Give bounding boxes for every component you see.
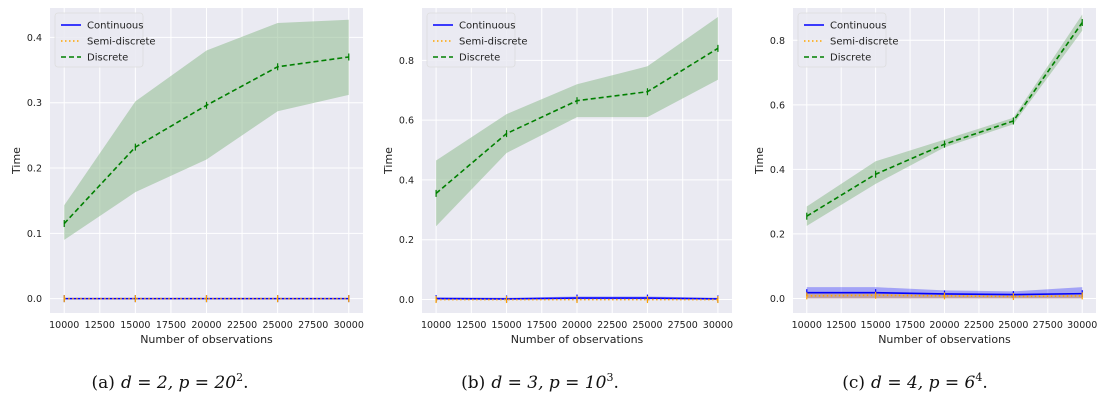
chart-panel-1: 10000 12500 15000 17500 20000 22500 25000 27500… [10,8,364,346]
legend-label: Semi-discrete [459,37,528,48]
x-tick-label: 27500 [298,320,328,331]
panel-caption: (b) d = 3, p = 103. [461,371,619,393]
legend-label: Continuous [459,21,515,32]
y-tick-label: 0.2 [770,229,785,240]
x-tick-label: 25000 [263,320,293,331]
legend-box [426,12,516,68]
x-tick-label: 12500 [456,320,486,331]
legend-label: Discrete [830,53,871,64]
panel-caption: (a) d = 2, p = 202. [92,371,249,393]
x-tick-label: 12500 [85,320,115,331]
y-tick-label: 0.0 [770,294,785,305]
caption-exponent: 3 [606,371,613,384]
caption-math: d = 4, p = 6 [871,373,975,393]
y-axis-label: Time [10,147,23,175]
chart-panel-2: 10000 12500 15000 17500 20000 22500 25000 27500… [382,8,733,346]
x-tick-label: 10000 [792,320,822,331]
x-axis-label: Number of observations [878,333,1011,346]
legend: Continuous Semi-discrete Discrete [54,12,156,68]
legend-box [797,12,887,68]
y-tick-label: 0.4 [399,175,414,186]
legend-label: Discrete [459,53,500,64]
x-axis-label: Number of observations [140,333,273,346]
y-tick-label: 0.2 [399,235,414,246]
x-tick-label: 27500 [668,320,698,331]
legend-label: Continuous [830,21,886,32]
x-tick-label: 20000 [191,320,221,331]
band-discrete [436,16,718,227]
x-tick-label: 30000 [703,320,733,331]
y-axis-label: Time [382,147,395,175]
caption-end: . [243,373,248,393]
legend: Continuous Semi-discrete Discrete [797,12,899,68]
caption-end: . [613,373,618,393]
legend-label: Semi-discrete [830,37,899,48]
caption-end: . [982,373,987,393]
y-tick-label: 0.0 [399,295,414,306]
legend-box [54,12,144,68]
chart-panel-3: 10000 12500 15000 17500 20000 22500 25000 27500… [753,8,1097,346]
x-tick-label: 22500 [597,320,627,331]
caption-label: (a) [92,373,115,393]
y-tick-label: 0.2 [27,164,42,175]
x-tick-label: 10000 [49,320,79,331]
x-tick-label: 17500 [527,320,557,331]
x-tick-label: 12500 [826,320,856,331]
x-tick-label: 15000 [491,320,521,331]
y-tick-label: 0.0 [27,294,42,305]
caption-label: (b) [461,373,485,393]
legend: Continuous Semi-discrete Discrete [426,12,528,68]
plot-content [806,14,1083,301]
x-tick-label: 17500 [895,320,925,331]
caption-math: d = 3, p = 10 [491,373,606,393]
caption-label: (c) [842,373,865,393]
y-tick-label: 0.1 [27,229,42,240]
y-tick-label: 0.6 [770,100,785,111]
x-tick-label: 22500 [227,320,257,331]
captions: (a) d = 2, p = 202. (b) d = 3, p = 103. (c) d… [92,371,988,393]
caption-math: d = 2, p = 20 [121,373,236,393]
x-tick-label: 25000 [632,320,662,331]
x-tick-label: 20000 [562,320,592,331]
x-tick-label: 15000 [861,320,891,331]
legend-label: Continuous [87,21,143,32]
panels: 10000 12500 15000 17500 20000 22500 25000 27500… [10,8,1097,346]
panel-caption: (c) d = 4, p = 64. [842,371,988,393]
x-tick-label: 25000 [998,320,1028,331]
y-tick-label: 0.4 [770,165,785,176]
x-tick-label: 22500 [964,320,994,331]
plot-content [435,16,719,304]
x-axis-label: Number of observations [511,333,644,346]
x-tick-label: 15000 [120,320,150,331]
band-discrete [64,19,349,240]
y-tick-label: 0.4 [27,33,42,44]
x-tick-label: 17500 [156,320,186,331]
y-tick-label: 0.8 [399,56,414,67]
caption-exponent: 2 [236,371,243,384]
legend-label: Discrete [87,53,128,64]
x-tick-label: 30000 [334,320,364,331]
x-tick-label: 27500 [1033,320,1063,331]
y-tick-label: 0.8 [770,36,785,47]
x-tick-label: 20000 [929,320,959,331]
y-axis-label: Time [753,147,766,175]
y-tick-label: 0.3 [27,98,42,109]
x-tick-label: 30000 [1067,320,1097,331]
legend-label: Semi-discrete [87,37,156,48]
y-tick-label: 0.6 [399,116,414,127]
caption-exponent: 4 [975,371,982,384]
x-tick-label: 10000 [421,320,451,331]
plot-content [63,19,350,303]
